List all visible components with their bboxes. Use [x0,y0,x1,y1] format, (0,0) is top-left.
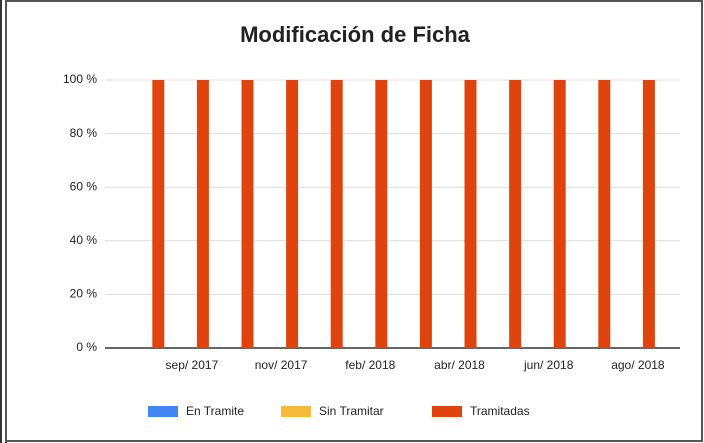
bar-segment [286,80,299,348]
bar-segment [375,80,388,348]
x-tick-label: nov/ 2017 [255,358,308,372]
legend-label: Tramitadas [470,404,530,418]
x-tick-label: ago/ 2018 [611,358,665,372]
legend-swatch [432,406,462,417]
y-tick-label: 20 % [70,287,98,301]
bar-segment [553,80,566,348]
bar-segment [642,80,655,348]
bar-segment [241,80,254,348]
legend-label: En Tramite [186,404,244,418]
frame [5,0,703,442]
bar-segment [509,80,522,348]
y-tick-label: 80 % [70,126,98,140]
legend-label: Sin Tramitar [319,404,384,418]
x-tick-label: sep/ 2017 [166,358,219,372]
y-tick-label: 0 % [76,340,97,354]
y-tick-label: 100 % [63,72,97,86]
x-tick-label: abr/ 2018 [434,358,485,372]
legend-swatch [281,406,311,417]
bar-segment [598,80,611,348]
x-tick-label: jun/ 2018 [523,358,574,372]
y-tick-label: 60 % [70,179,98,193]
x-tick-label: feb/ 2018 [345,358,395,372]
legend-swatch [148,406,178,417]
bar-segment [419,80,432,348]
bar-segment [196,80,209,348]
bar-segment [464,80,477,348]
bar-segment [330,80,343,348]
chart-title: Modificación de Ficha [240,22,471,47]
y-tick-label: 40 % [70,233,98,247]
bar-segment [152,80,165,348]
